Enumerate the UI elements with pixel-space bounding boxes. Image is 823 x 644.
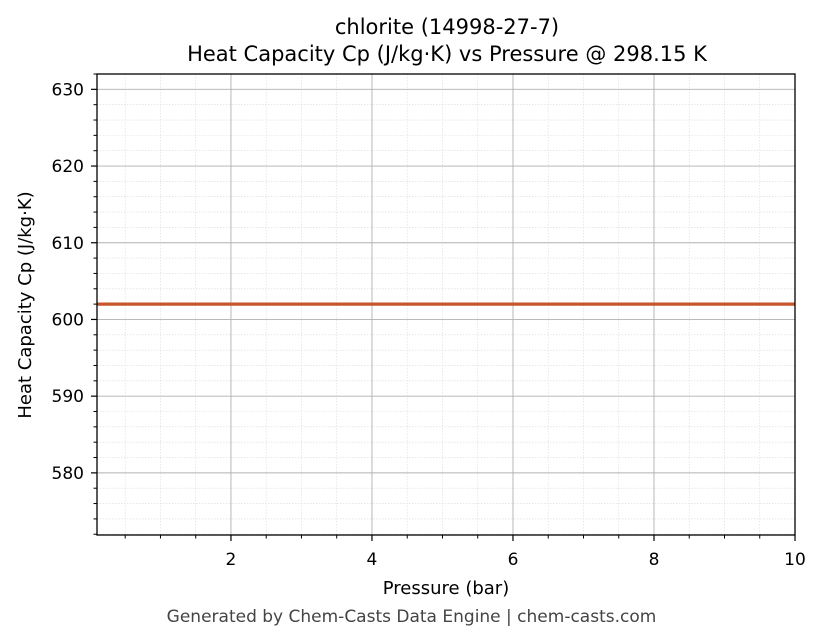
x-axis-label: Pressure (bar): [383, 578, 509, 599]
x-tick-label: 4: [367, 550, 378, 570]
y-tick-label: 600: [52, 310, 84, 330]
y-tick-label: 630: [52, 80, 84, 100]
x-tick-label: 6: [508, 550, 519, 570]
y-tick-label: 590: [52, 387, 84, 407]
x-tick-label: 8: [649, 550, 660, 570]
axis-ticks: 2 4 6 8 10 580 590 600 610 620 630: [52, 73, 806, 570]
chart-subtitle: Heat Capacity Cp (J/kg·K) vs Pressure @ …: [187, 42, 708, 66]
x-tick-label: 2: [226, 550, 237, 570]
y-tick-label: 580: [52, 464, 84, 484]
y-axis-label: Heat Capacity Cp (J/kg·K): [15, 191, 36, 418]
y-tick-label: 620: [52, 157, 84, 177]
y-tick-label: 610: [52, 234, 84, 254]
x-tick-label: 10: [784, 550, 806, 570]
chart-title: chlorite (14998-27-7): [335, 15, 559, 39]
footer-credit: Generated by Chem-Casts Data Engine | ch…: [166, 607, 657, 627]
chart: chlorite (14998-27-7) Heat Capacity Cp (…: [15, 15, 806, 599]
